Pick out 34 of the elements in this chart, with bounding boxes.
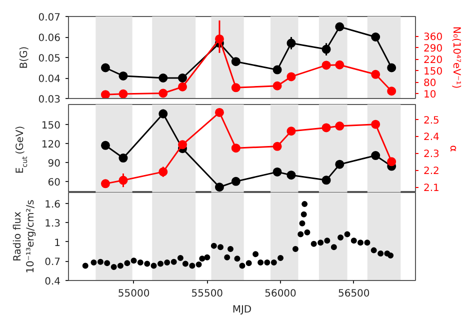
y2-tick-label: 2.2 bbox=[424, 166, 440, 178]
y2-tick-label: 220 bbox=[424, 55, 443, 66]
y2-tick-label: 290 bbox=[424, 44, 443, 55]
y2-tick-label: 80 bbox=[424, 78, 436, 90]
y-axis-title: Radio flux 10⁻¹³erg/cm²/s bbox=[12, 200, 37, 274]
y2-tick-label: 360 bbox=[424, 32, 443, 44]
y-tick-label: 90 bbox=[48, 158, 61, 170]
x-tick-label: 56500 bbox=[338, 288, 370, 300]
y-tick-label: 0.07 bbox=[38, 12, 60, 24]
y-tick-label: 1 bbox=[54, 238, 61, 249]
x-tick-label: 55000 bbox=[118, 288, 150, 300]
y2-axis-title: α bbox=[447, 145, 458, 152]
x-tick-label: 55500 bbox=[191, 288, 224, 300]
y2-axis-title: N₀(10⁴⁷eV⁻¹) bbox=[450, 26, 462, 89]
y-tick-label: 150 bbox=[41, 120, 61, 132]
y2-tick-label: 150 bbox=[424, 66, 443, 78]
y2-tick-label: 2.4 bbox=[424, 132, 440, 144]
y2-tick-label: 2.1 bbox=[424, 183, 440, 194]
y2-tick-label: 2.3 bbox=[424, 149, 440, 160]
y-tick-label: 0.7 bbox=[44, 257, 61, 268]
y-tick-label: 0.4 bbox=[44, 276, 61, 288]
x-axis-title: MJD bbox=[232, 304, 252, 316]
y-tick-label: 120 bbox=[41, 140, 61, 151]
y2-tick-label: 10 bbox=[424, 90, 436, 101]
y-tick-label: 1.6 bbox=[44, 199, 61, 210]
y-tick-label: 0.05 bbox=[38, 54, 60, 64]
y-tick-label: 0.06 bbox=[38, 33, 60, 44]
y2-tick-label: 2.5 bbox=[424, 115, 440, 126]
x-tick-label: 56000 bbox=[264, 288, 296, 300]
y-tick-label: 1.3 bbox=[44, 218, 61, 230]
y-tick-label: 60 bbox=[48, 177, 61, 188]
y-axis-title: B(G) bbox=[19, 46, 30, 69]
y-tick-label: 0.04 bbox=[38, 74, 60, 85]
y-tick-label: 0.03 bbox=[38, 94, 60, 106]
